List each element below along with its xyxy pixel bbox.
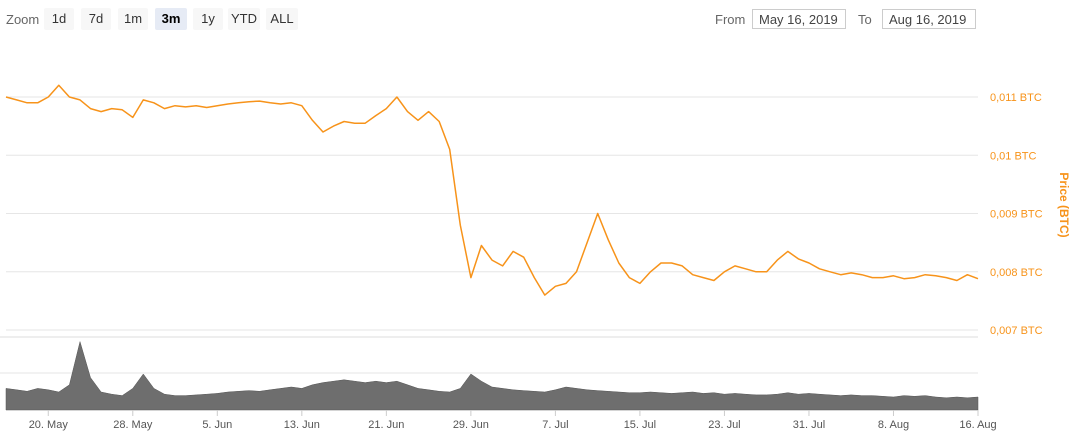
y-axis-title: Price (BTC) — [1057, 172, 1071, 237]
x-tick-label: 16. Aug — [959, 419, 996, 431]
x-tick-label: 7. Jul — [542, 419, 568, 431]
zoom-button-3m[interactable]: 3m — [155, 8, 187, 30]
y-tick-label: 0,009 BTC — [990, 209, 1043, 221]
zoom-button-7d[interactable]: 7d — [81, 8, 111, 30]
range-selector-toolbar: Zoom 1d 7d 1m 3m 1y YTD ALL From May 16,… — [0, 0, 1074, 40]
x-tick-label: 23. Jul — [708, 419, 740, 431]
zoom-button-1y[interactable]: 1y — [193, 8, 223, 30]
x-tick-label: 13. Jun — [284, 419, 320, 431]
y-tick-label: 0,011 BTC — [990, 92, 1042, 104]
x-tick-label: 8. Aug — [878, 419, 909, 431]
to-date-input[interactable]: Aug 16, 2019 — [882, 9, 976, 29]
to-label: To — [858, 12, 872, 27]
x-tick-label: 21. Jun — [368, 419, 404, 431]
y-tick-label: 0,01 BTC — [990, 150, 1037, 162]
zoom-label: Zoom — [6, 12, 40, 27]
x-tick-label: 28. May — [113, 419, 153, 431]
x-tick-label: 20. May — [29, 419, 69, 431]
x-tick-label: 15. Jul — [624, 419, 656, 431]
from-label: From — [715, 12, 746, 27]
zoom-button-1m[interactable]: 1m — [118, 8, 148, 30]
zoom-button-ytd[interactable]: YTD — [228, 8, 260, 30]
y-tick-label: 0,007 BTC — [990, 325, 1043, 337]
volume-series — [5, 340, 979, 411]
y-tick-label: 0,008 BTC — [990, 267, 1043, 279]
grid-lines — [0, 96, 978, 374]
x-tick-label: 29. Jun — [453, 419, 489, 431]
y-axis-ticks: 0,007 BTC 0,008 BTC 0,009 BTC 0,01 BTC 0,011… — [990, 92, 1043, 337]
zoom-button-all[interactable]: ALL — [266, 8, 298, 30]
price-line — [5, 84, 979, 296]
volume-area — [5, 340, 979, 411]
from-date-input[interactable]: May 16, 2019 — [752, 9, 846, 29]
price-series-line — [5, 84, 979, 296]
x-tick-label: 5. Jun — [202, 419, 232, 431]
x-axis-ticks: 20. May 28. May 5. Jun 13. Jun 21. Jun 29. Ju… — [29, 410, 997, 431]
zoom-button-1d[interactable]: 1d — [44, 8, 74, 30]
x-tick-label: 31. Jul — [793, 419, 825, 431]
